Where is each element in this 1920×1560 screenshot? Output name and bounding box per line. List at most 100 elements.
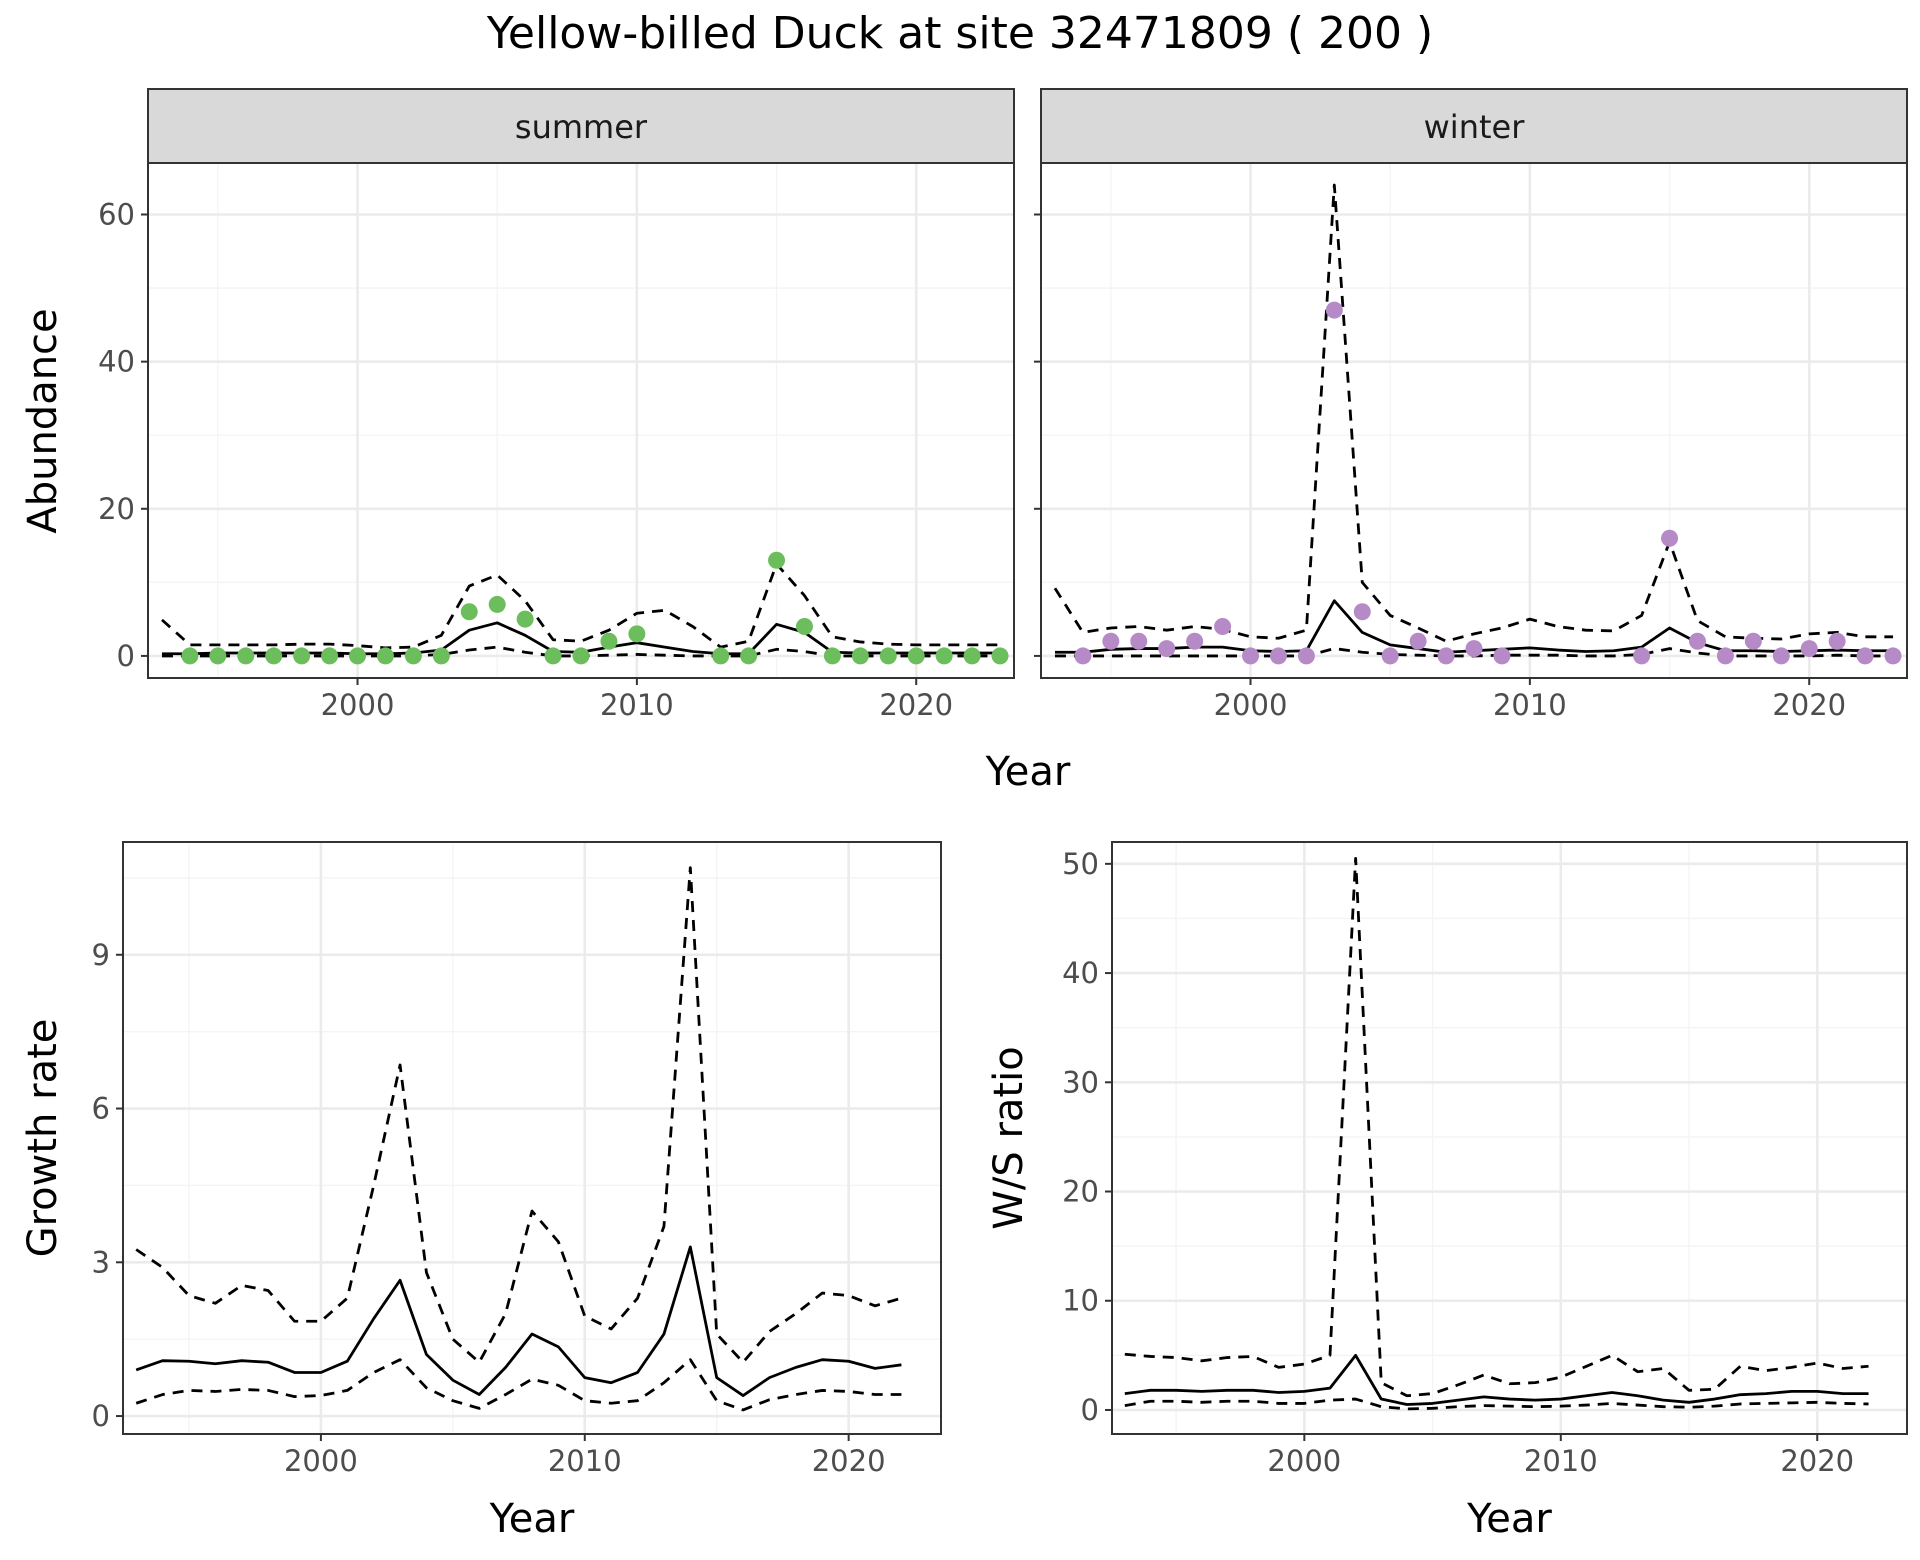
ws_ratio-y-tick-label: 20 (1062, 1175, 1099, 1209)
abundance-winter-x-tick-label: 2000 (1214, 688, 1288, 722)
observed-point (963, 647, 981, 665)
observed-point (1242, 647, 1260, 665)
panel-background (1112, 842, 1907, 1434)
ws_ratio-y-tick-label: 50 (1062, 847, 1099, 881)
observed-point (1856, 647, 1874, 665)
observed-point (1800, 640, 1818, 658)
ws_ratio-y-tick-label: 40 (1062, 956, 1099, 990)
growth-y-tick-label: 6 (92, 1092, 110, 1126)
ws_ratio-y-tick-label: 10 (1062, 1284, 1099, 1318)
ws_ratio-y-tick-label: 30 (1062, 1065, 1099, 1099)
observed-point (935, 647, 953, 665)
growth-panel: 2000 2010 2020 0 3 6 9 Year Growth rate (20, 841, 942, 1542)
growth-x-tick-label: 2020 (812, 1444, 886, 1478)
ws_ratio-x-tick-label: 2020 (1780, 1444, 1854, 1478)
abundance-winter-x-tick-label: 2020 (1772, 688, 1846, 722)
observed-point (823, 647, 841, 665)
abundance-summer-y-tick-label: 0 (117, 639, 135, 673)
growth-x-tick-label: 2010 (548, 1444, 622, 1478)
observed-point (768, 551, 786, 569)
observed-point (181, 647, 199, 665)
observed-point (1325, 301, 1343, 319)
panel-border (122, 841, 942, 1435)
observed-point (1465, 640, 1483, 658)
observed-point (1828, 632, 1846, 650)
observed-point (991, 647, 1009, 665)
observed-point (209, 647, 227, 665)
observed-point (1493, 647, 1511, 665)
observed-point (628, 625, 646, 643)
observed-point (460, 603, 478, 621)
ws_ratio-panel: 2000 2010 2020 0 10 20 30 40 50 Year W/S ratio (986, 841, 1908, 1542)
observed-point (265, 647, 283, 665)
observed-point (1409, 632, 1427, 650)
observed-point (1633, 647, 1651, 665)
upper-bound-line (1124, 856, 1869, 1398)
abundance-panel-winter: winter 2000 2010 2020 (1034, 88, 1908, 722)
observed-point (1716, 647, 1734, 665)
abundance-y-axis-title: Abundance (20, 308, 66, 533)
growth-y-tick-label: 3 (92, 1245, 110, 1279)
observed-point (1353, 603, 1371, 621)
observed-point (516, 610, 534, 628)
growth-x-tick-label: 2000 (284, 1444, 358, 1478)
abundance-summer-y-tick-label: 40 (98, 345, 135, 379)
estimate-line (1124, 1353, 1869, 1406)
abundance-summer-x-tick-label: 2010 (600, 688, 674, 722)
panel-background (123, 842, 941, 1434)
facet-strip (147, 88, 1015, 164)
estimate-line (135, 1245, 902, 1397)
figure-title: Yellow-billed Duck at site 32471809 ( 20… (486, 8, 1433, 59)
upper-bound-line (161, 562, 1001, 650)
observed-point (1772, 647, 1790, 665)
abundance-summer-y-tick-label: 20 (98, 492, 135, 526)
growth-x-axis-title: Year (489, 1496, 575, 1542)
observed-point (572, 647, 590, 665)
abundance-winter-x-tick-label: 2010 (1493, 688, 1567, 722)
ws_ratio-x-tick-label: 2000 (1267, 1444, 1341, 1478)
observed-point (740, 647, 758, 665)
observed-point (1381, 647, 1399, 665)
observed-point (851, 647, 869, 665)
observed-point (1661, 529, 1679, 547)
facet-strip-label: winter (1424, 108, 1526, 146)
ws_ratio-x-axis-title: Year (1466, 1496, 1552, 1542)
observed-point (1297, 647, 1315, 665)
facet-strip-label: summer (515, 108, 648, 146)
ws_ratio-x-tick-label: 2010 (1524, 1444, 1598, 1478)
observed-point (1102, 632, 1120, 650)
observed-point (1074, 647, 1092, 665)
observed-point (795, 618, 813, 635)
ws_ratio-y-axis-title: W/S ratio (986, 1046, 1032, 1229)
observed-point (404, 647, 422, 665)
observed-point (544, 647, 562, 665)
observed-point (432, 647, 450, 665)
growth-y-axis-title: Growth rate (20, 1019, 66, 1258)
observed-point (1884, 647, 1902, 665)
lower-bound-line (1124, 1397, 1869, 1411)
observed-point (293, 647, 311, 665)
observed-point (600, 632, 618, 650)
observed-point (1437, 647, 1455, 665)
observed-point (349, 647, 367, 665)
abundance-summer-y-tick-label: 60 (98, 198, 135, 232)
observed-point (1214, 618, 1232, 635)
observed-point (1688, 632, 1706, 650)
abundance-summer-x-tick-label: 2000 (321, 688, 395, 722)
facet-strip (1040, 88, 1908, 164)
abundance-panel-summer: summer 2000 2010 2020 0 20 40 60 (98, 88, 1015, 722)
ws_ratio-y-tick-label: 0 (1081, 1393, 1099, 1427)
observed-point (237, 647, 255, 665)
observed-point (712, 647, 730, 665)
upper-bound-line (135, 866, 902, 1364)
observed-point (1186, 632, 1204, 650)
observed-point (488, 595, 506, 613)
growth-y-tick-label: 0 (92, 1399, 110, 1433)
observed-point (1158, 640, 1176, 658)
panel-border (1111, 841, 1908, 1435)
observed-point (907, 647, 925, 665)
observed-point (321, 647, 339, 665)
abundance-summer-x-tick-label: 2020 (879, 688, 953, 722)
panel-background (148, 163, 1014, 678)
